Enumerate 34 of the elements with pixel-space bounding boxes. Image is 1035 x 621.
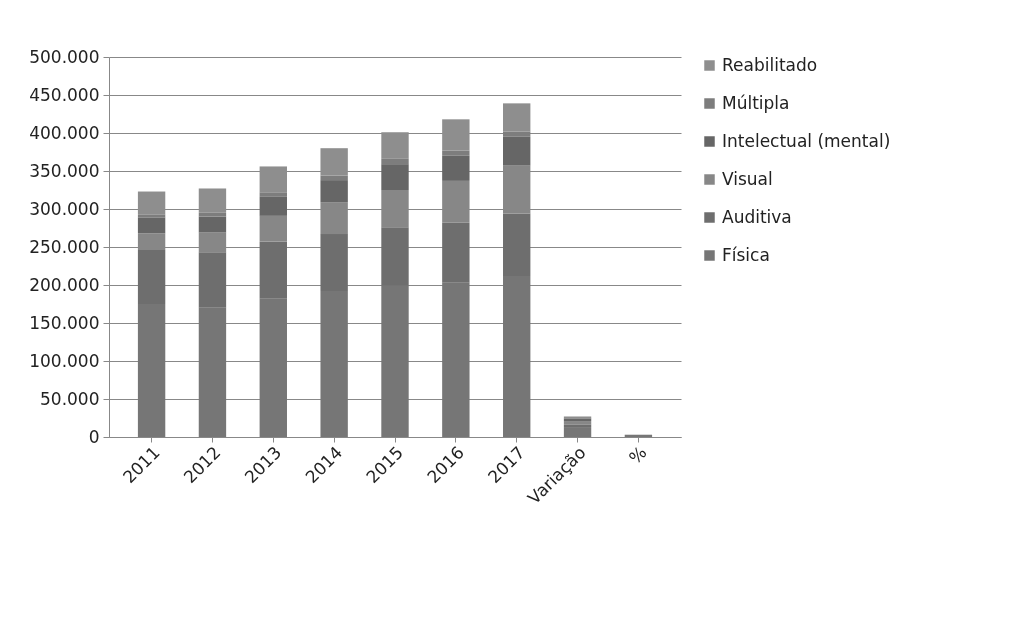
bar <box>137 217 166 234</box>
bar <box>503 136 531 166</box>
bar <box>320 180 348 203</box>
y-tick-label: 400.000 <box>29 122 100 143</box>
legend-label: Reabilitado <box>722 54 818 75</box>
y-tick-label: 0 <box>88 426 100 447</box>
bar <box>442 155 470 181</box>
y-tick-label: 250.000 <box>29 236 100 257</box>
y-tick-label: 300.000 <box>29 198 100 219</box>
bar <box>563 427 592 437</box>
legend-label: Intelectual (mental) <box>722 130 891 151</box>
bar <box>381 164 409 190</box>
bar <box>137 214 166 218</box>
bar <box>320 175 348 181</box>
y-tick-label: 100.000 <box>29 350 100 371</box>
y-tick-label: 150.000 <box>29 312 100 333</box>
bar <box>198 212 227 217</box>
x-tick-label: % <box>624 442 651 468</box>
legend-label: Múltipla <box>722 92 790 113</box>
y-tick-label: 350.000 <box>29 160 100 181</box>
bar <box>442 150 470 156</box>
y-tick-label: 450.000 <box>29 84 100 105</box>
legend-label: Visual <box>722 168 773 189</box>
bar <box>259 215 287 242</box>
legend-label: Física <box>722 244 770 265</box>
y-tick-label: 200.000 <box>29 274 100 295</box>
y-tick-label: 50.000 <box>40 388 100 409</box>
bar <box>503 103 531 132</box>
bar <box>259 196 287 216</box>
bar <box>198 216 227 233</box>
bar <box>259 192 287 197</box>
y-tick-label: 500.000 <box>29 46 100 67</box>
bar <box>381 158 409 165</box>
legend-label: Auditiva <box>722 206 792 227</box>
